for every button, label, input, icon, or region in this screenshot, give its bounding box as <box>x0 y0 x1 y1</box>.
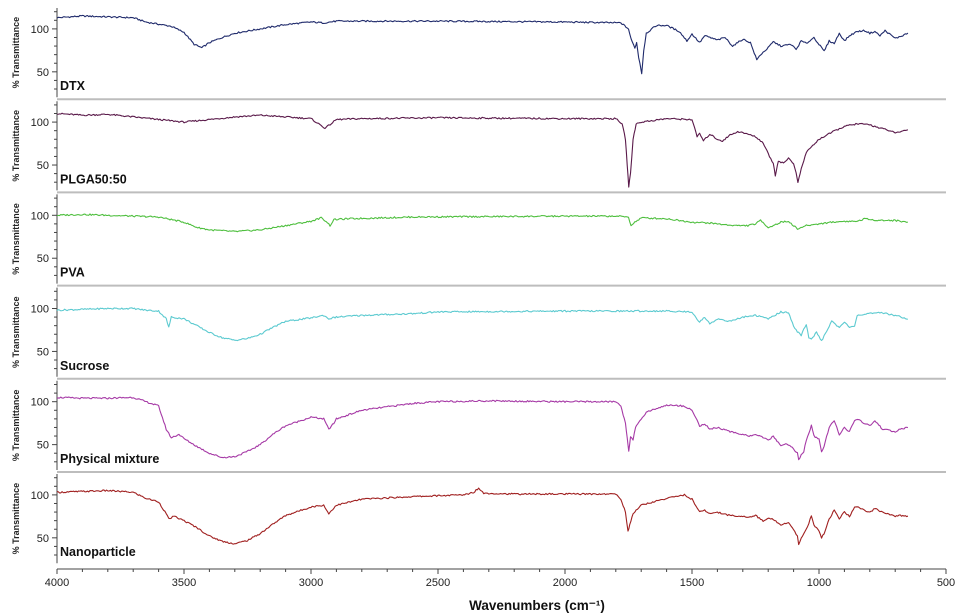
y-tick-label: 100 <box>31 397 49 409</box>
panel-pva: 50 100 % Transmittance PVA <box>11 191 946 284</box>
x-axis: 4000 3500 3000 2500 2000 1500 1000 500 <box>45 568 955 589</box>
y-tick-label: 50 <box>37 440 49 452</box>
series-line-plga50-50 <box>56 112 909 188</box>
y-axis-label: % Transmittance <box>11 17 21 89</box>
series-label-sucrose: Sucrose <box>60 359 109 373</box>
series-label-nanoparticle: Nanoparticle <box>60 545 136 559</box>
y-tick-label: 50 <box>37 67 49 79</box>
series-label-pva: PVA <box>60 266 85 280</box>
x-tick-label: 3500 <box>172 577 196 589</box>
x-tick-label: 4000 <box>45 577 69 589</box>
x-tick-label: 1000 <box>807 577 831 589</box>
y-tick-label: 100 <box>31 210 49 222</box>
series-label-dtx: DTX <box>60 79 86 93</box>
y-tick-label: 100 <box>31 490 49 502</box>
series-label-plga50-50: PLGA50:50 <box>60 172 127 186</box>
x-tick-label: 2500 <box>426 577 450 589</box>
series-line-nanoparticle <box>56 487 909 546</box>
y-axis-label: % Transmittance <box>11 296 21 368</box>
y-tick-label: 50 <box>37 160 49 172</box>
panels-group: 50 100 % Transmittance DTX 50 100 % Transmitta… <box>11 8 946 564</box>
y-tick-label: 100 <box>31 117 49 129</box>
y-axis-label: % Transmittance <box>11 483 21 555</box>
y-tick-label: 50 <box>37 533 49 545</box>
y-tick-label: 50 <box>37 253 49 265</box>
panel-physical-mixture: 50 100 % Transmittance Physical mixture <box>11 377 946 470</box>
panel-nanoparticle: 50 100 % Transmittance Nanoparticle <box>11 471 946 564</box>
y-axis-label: % Transmittance <box>11 110 21 182</box>
series-line-dtx <box>56 14 909 75</box>
series-line-physical-mixture <box>56 396 908 461</box>
x-axis-label: Wavenumbers (cm⁻¹) <box>469 598 605 613</box>
y-tick-label: 100 <box>31 303 49 315</box>
y-axis-label: % Transmittance <box>11 390 21 462</box>
series-line-pva <box>56 213 908 233</box>
series-line-sucrose <box>56 307 908 342</box>
x-tick-label: 3000 <box>299 577 323 589</box>
panel-dtx: 50 100 % Transmittance DTX <box>11 8 909 98</box>
panel-sucrose: 50 100 % Transmittance Sucrose <box>11 284 946 377</box>
y-tick-label: 50 <box>37 346 49 358</box>
x-tick-label: 500 <box>937 577 955 589</box>
panel-plga50-50: 50 100 % Transmittance PLGA50:50 <box>11 98 946 191</box>
x-tick-label: 1500 <box>680 577 704 589</box>
series-label-physical-mixture: Physical mixture <box>60 452 159 466</box>
x-tick-label: 2000 <box>553 577 577 589</box>
y-axis-label: % Transmittance <box>11 203 21 275</box>
y-tick-label: 100 <box>31 24 49 36</box>
